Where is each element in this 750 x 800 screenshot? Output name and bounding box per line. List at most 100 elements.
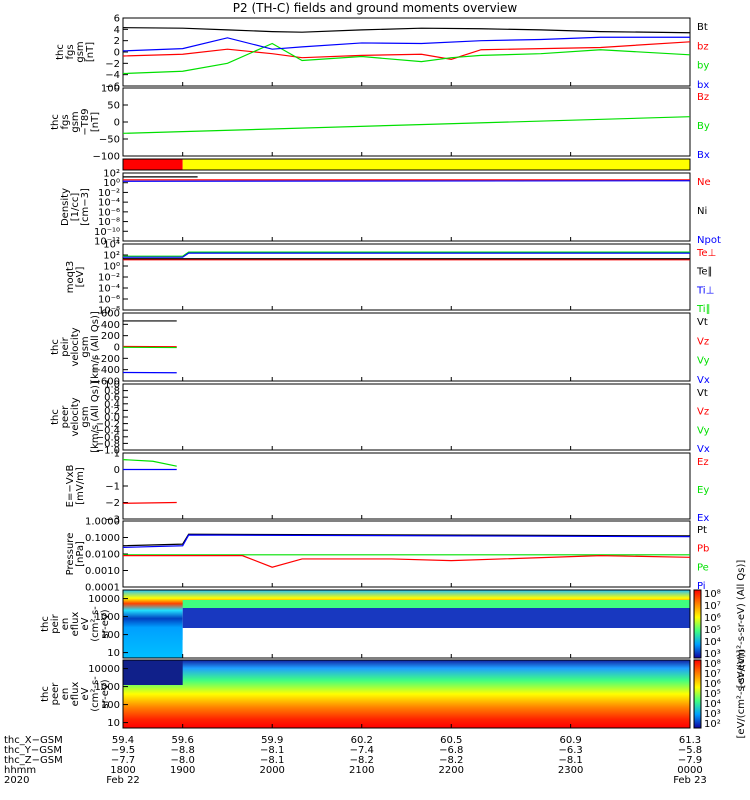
y-axis-label-line: velocity	[70, 327, 81, 366]
series-line-Bt	[122, 27, 691, 34]
y-axis-label: E=−VxB [mV/m]	[65, 465, 86, 508]
colorbar-label: [eV/(cm²-s-sr-eV) (All Qs)]	[736, 560, 747, 689]
series-line-Ey	[122, 459, 177, 467]
y-axis-label-line: −T89	[80, 108, 91, 135]
legend-entry: By	[697, 121, 710, 132]
y-tick-label: −4	[105, 70, 120, 81]
y-tick-label: 10⁻¹²	[94, 237, 120, 248]
mode-bar-frame	[122, 158, 691, 171]
panel-frame	[122, 659, 691, 729]
spectrogram-band	[123, 660, 183, 685]
y-tick-label: 0.8	[104, 386, 120, 397]
legend-entry: Vx	[697, 375, 710, 386]
legend-entry: Vy	[697, 425, 710, 436]
y-tick-label: 100	[101, 700, 120, 711]
y-axis-label-line: (cm²-s-	[90, 676, 101, 712]
legend-entry: Pi	[697, 581, 706, 592]
y-tick-label: −0.4	[96, 426, 120, 437]
y-tick-label: 10⁻⁴	[98, 198, 120, 209]
y-tick-label: 10⁻⁴	[98, 284, 120, 295]
y-axis-label: thc fgs gsm [nT]	[55, 41, 96, 62]
y-axis-label-line: thc	[50, 114, 61, 130]
x-row-value: −9.5	[111, 745, 135, 756]
y-axis-label-line: thc	[50, 409, 61, 425]
series-line-By	[122, 116, 691, 134]
series-line-Ti∥	[123, 251, 690, 257]
panel-frame	[122, 172, 691, 242]
y-axis-label-line: [eV]	[75, 267, 86, 288]
y-axis-label: thc peer en eflux eV (cm²-s-sr-eV)	[40, 676, 111, 712]
x-row-value: −6.8	[439, 745, 463, 756]
y-tick-label: 1.0	[104, 380, 120, 391]
legend-entry: Pe	[697, 562, 709, 573]
y-axis-label-line: gsm	[70, 111, 81, 132]
legend-entry: Pt	[697, 525, 707, 536]
y-tick-label: −200	[93, 354, 120, 365]
colorbar-tick-label: 10⁵	[704, 625, 721, 636]
y-axis-label-line: [1/cc]	[70, 193, 81, 222]
y-axis-label-line: peir	[60, 336, 71, 356]
y-tick-label: 10⁰	[103, 178, 120, 189]
legend-entry: by	[697, 61, 709, 72]
panel-frame	[122, 452, 691, 520]
y-axis-label: thc peer velocity gsm [km/s (All Qs)]	[50, 381, 101, 453]
colorbar-tick-label: 10³	[704, 649, 721, 660]
y-tick-label: 10	[107, 648, 120, 659]
y-tick-label: 4	[114, 25, 120, 36]
y-axis-label-line: [km/s (All Qs)]	[90, 311, 101, 383]
legend-entry: Vx	[697, 444, 710, 455]
y-axis-label-line: gsm	[75, 41, 86, 62]
y-tick-label: 0.4	[104, 399, 120, 410]
y-axis-label-line: (cm²-s-	[90, 606, 101, 642]
y-tick-label: 0.6	[104, 393, 120, 404]
legend-entry: Vz	[697, 407, 709, 418]
y-tick-label: −400	[93, 365, 120, 376]
y-tick-label: 10⁻²	[98, 188, 120, 199]
panel-frame	[122, 87, 691, 157]
y-tick-label: 1000	[95, 682, 120, 693]
x-row-label: 2020	[4, 775, 29, 786]
panel-frame	[122, 383, 691, 451]
y-axis-label-line: Pressure	[65, 533, 76, 576]
y-axis-label-line: eflux	[70, 612, 81, 637]
y-tick-label: −3	[105, 515, 120, 526]
spectrogram-band	[182, 600, 690, 608]
mode-bar-segment	[182, 159, 690, 170]
x-row-value: Feb 22	[106, 775, 140, 786]
legend-entry: Vz	[697, 336, 709, 347]
y-tick-label: 10⁻²	[98, 273, 120, 284]
y-tick-label: −1	[105, 482, 120, 493]
x-row-value: −8.1	[558, 755, 582, 766]
legend-entry: Vt	[697, 317, 708, 328]
y-axis-label-line: peir	[50, 613, 61, 633]
y-axis-label: thc peir velocity gsm [km/s (All Qs)]	[50, 311, 101, 383]
y-axis-label-line: [nT]	[85, 42, 96, 62]
colorbar-label-text: [eV/(cm²-s-sr-eV)]	[736, 649, 747, 738]
y-axis-label-line: eflux	[70, 682, 81, 707]
y-tick-label: 0.0100	[85, 550, 120, 561]
y-tick-label: 0.0010	[85, 566, 120, 577]
y-axis-label-line: thc	[40, 686, 51, 702]
colorbar-tick-label: 10²	[704, 719, 721, 730]
y-axis-label-line: gsm	[80, 336, 91, 357]
y-tick-label: −0.2	[96, 419, 120, 430]
colorbar-tick-label: 10⁷	[704, 601, 721, 612]
colorbar-tick-label: 10⁶	[704, 613, 721, 624]
x-row-value: 2000	[259, 765, 284, 776]
x-row-value: −7.7	[111, 755, 135, 766]
y-tick-label: 100	[101, 630, 120, 641]
x-row-value: 61.3	[679, 735, 701, 746]
x-row-value: −8.1	[260, 745, 284, 756]
y-tick-label: −50	[99, 135, 120, 146]
legend-entry: Bt	[697, 22, 708, 33]
legend-entry: Te∥	[696, 267, 713, 278]
y-tick-label: 50	[107, 101, 120, 112]
series-line-Pb	[123, 555, 691, 568]
series-line-bx	[122, 36, 690, 52]
y-tick-label: 10⁻¹⁰	[94, 227, 120, 238]
legend-entry: Bx	[697, 150, 710, 161]
x-row-value: −8.1	[260, 755, 284, 766]
x-row-value: 59.9	[261, 735, 283, 746]
series-line-Ez	[122, 501, 177, 504]
